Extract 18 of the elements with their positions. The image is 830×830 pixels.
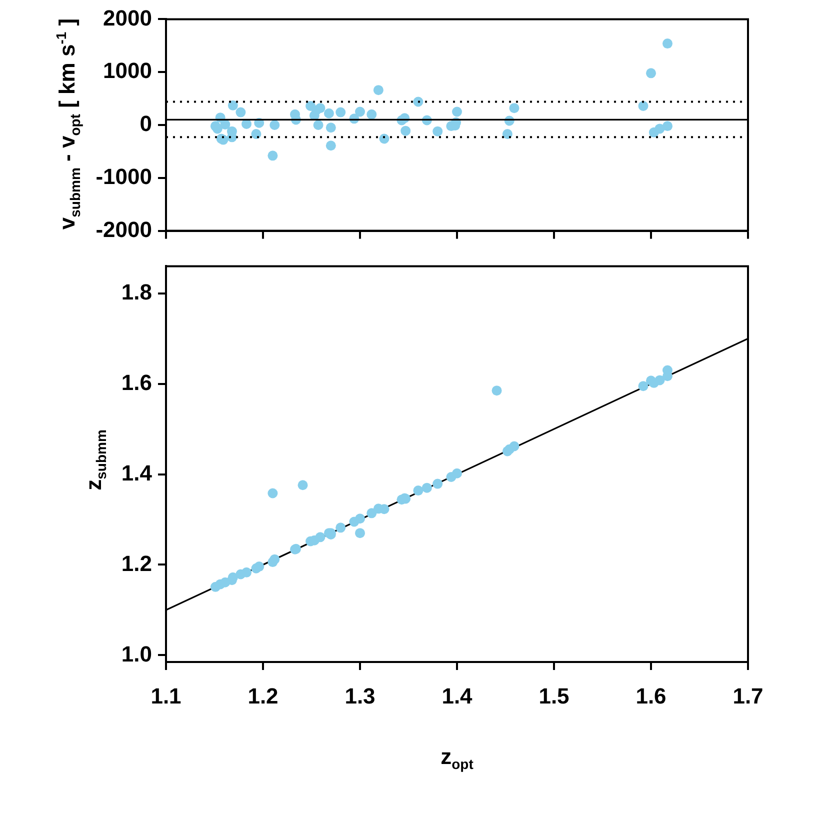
x-tick-label: 1.4: [442, 683, 474, 708]
x-tick-label: 1.2: [248, 683, 278, 708]
y-tick-label: 1.2: [121, 550, 152, 576]
y-tick-label: 1.4: [121, 460, 153, 486]
y-tick-label: -2000: [96, 216, 152, 242]
x-tick-label: 1.6: [636, 683, 666, 708]
y-tick-label: 1.0: [121, 641, 152, 666]
x-tick-label: 1.7: [732, 683, 764, 708]
y-tick-label: 0: [140, 111, 152, 136]
x-tick-label: 1.3: [344, 683, 376, 708]
y-tick-label: 1.8: [121, 279, 152, 304]
x-tick-label: 1.5: [538, 683, 570, 708]
y-tick-label: 1000: [103, 58, 152, 84]
y-tick-label: 2000: [103, 5, 152, 30]
y-tick-label: -1000: [96, 164, 152, 189]
x-tick-label: 1.1: [150, 683, 182, 708]
x-axis-title: z$_{opt}$: [440, 744, 474, 772]
y-tick-label: 1.6: [121, 370, 152, 395]
